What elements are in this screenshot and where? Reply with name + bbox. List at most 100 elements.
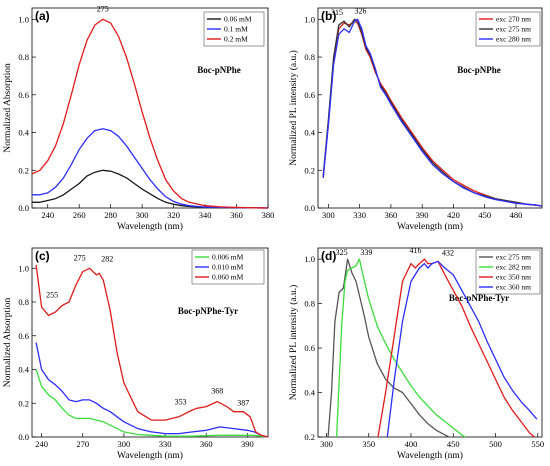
y-tick-label: 0.6 — [304, 90, 315, 100]
x-tick-label: 390 — [241, 439, 254, 449]
peak-annotation: 387 — [237, 399, 249, 408]
peak-annotation: 416 — [410, 246, 422, 255]
legend-entry: 0.1 mM — [224, 25, 248, 34]
legend-entry: 0.060 mM — [212, 273, 244, 282]
y-tick-label: 0.2 — [304, 165, 315, 175]
legend-entry: 0.06 mM — [224, 15, 252, 24]
x-tick-label: 480 — [510, 210, 523, 220]
y-axis-title: Normalized Absorption — [3, 63, 13, 153]
panel-letter: (d) — [321, 249, 336, 263]
legend-entry: exc 270 nm — [496, 15, 531, 24]
peak-annotation: 353 — [175, 397, 187, 406]
x-axis-title: Wavelength (nm) — [117, 221, 183, 232]
peak-annotation: 339 — [360, 248, 372, 257]
x-tick-label: 330 — [353, 210, 366, 220]
y-tick-label: 0.8 — [304, 52, 315, 62]
series-line-0-010-mm — [35, 342, 269, 438]
series-line-exc-275-nm — [322, 18, 543, 207]
series-line-0-06-mm — [32, 169, 269, 209]
x-tick-label: 500 — [489, 439, 502, 449]
sample-label: Boc-pNPhe-Tyr — [178, 306, 238, 316]
x-tick-label: 400 — [405, 439, 418, 449]
sample-label: Boc-pNPhe — [457, 65, 501, 75]
panel-letter: (a) — [35, 9, 50, 23]
peak-annotation: 325 — [336, 248, 348, 257]
legend-entry: exc 350 nm — [496, 273, 531, 282]
y-tick-label: 1.0 — [18, 14, 29, 24]
legend-entry: exc 360 nm — [496, 283, 531, 292]
peak-annotation: 315 — [331, 8, 343, 17]
legend-entry: exc 275 nm — [496, 253, 531, 262]
legend-entry: 0.2 mM — [224, 35, 248, 44]
y-tick-label: 1.0 — [304, 14, 315, 24]
plot-frame-c — [31, 247, 269, 438]
plot-frame-d — [317, 247, 543, 438]
x-tick-label: 300 — [136, 210, 149, 220]
legend-entry: 0.006 mM — [212, 253, 244, 262]
series-line-0-1-mm — [32, 128, 269, 209]
y-tick-label: 0.0 — [18, 203, 29, 213]
plot-frame-b — [317, 7, 543, 209]
x-tick-label: 330 — [159, 439, 172, 449]
x-tick-label: 450 — [447, 439, 460, 449]
y-tick-label: 0.6 — [18, 331, 29, 341]
peak-annotation: 368 — [211, 387, 223, 396]
series-line-exc-270-nm — [322, 20, 543, 207]
legend-entry: exc 282 nm — [496, 263, 531, 272]
y-tick-label: 1.0 — [304, 254, 315, 264]
x-tick-label: 300 — [118, 439, 131, 449]
peak-annotation: 255 — [46, 290, 58, 299]
series-line-0-060-mm — [35, 264, 269, 438]
y-axis-title: Normalized Absorption — [3, 298, 13, 388]
series-line-exc-282-nm — [335, 258, 466, 438]
sample-label: Boc-pNPhe-Tyr — [449, 293, 509, 303]
x-tick-label: 390 — [416, 210, 429, 220]
x-axis-title: Wavelength (nm) — [117, 450, 183, 461]
peak-annotation: 432 — [442, 248, 454, 257]
x-tick-label: 240 — [41, 210, 54, 220]
series-line-exc-350-nm — [377, 258, 535, 438]
x-axis-title: Wavelength (nm) — [397, 221, 463, 232]
x-tick-label: 380 — [262, 210, 275, 220]
y-tick-label: 0.2 — [304, 432, 315, 442]
y-tick-label: 1.0 — [18, 263, 29, 273]
x-tick-label: 300 — [322, 210, 335, 220]
y-tick-label: 0.6 — [304, 343, 315, 353]
plot-frame-a — [31, 7, 269, 209]
legend-entry: 0.010 mM — [212, 263, 244, 272]
x-tick-label: 360 — [385, 210, 398, 220]
series-line-0-2-mm — [31, 18, 269, 209]
legend-entry: exc 275 nm — [496, 25, 531, 34]
peak-annotation: 275 — [74, 253, 86, 262]
y-tick-label: 0.8 — [18, 297, 29, 307]
y-axis-title: Normalized PL intensity (a.u.) — [288, 285, 299, 400]
x-tick-label: 240 — [35, 439, 48, 449]
y-tick-label: 0.6 — [18, 90, 29, 100]
y-tick-label: 0.4 — [304, 388, 315, 398]
x-axis-title: Wavelength (nm) — [397, 450, 463, 461]
x-tick-label: 360 — [200, 439, 213, 449]
peak-annotation: 282 — [101, 254, 113, 263]
panel-letter: (c) — [35, 249, 50, 263]
y-tick-label: 0.0 — [304, 203, 315, 213]
x-tick-label: 420 — [447, 210, 460, 220]
y-tick-label: 0.4 — [18, 365, 29, 375]
peak-annotation: 275 — [97, 4, 109, 13]
y-tick-label: 0.4 — [304, 128, 315, 138]
x-tick-label: 270 — [76, 439, 89, 449]
x-tick-label: 280 — [104, 210, 117, 220]
y-tick-label: 0.2 — [18, 165, 29, 175]
x-tick-label: 450 — [478, 210, 491, 220]
x-tick-label: 320 — [167, 210, 180, 220]
legend-entry: exc 280 nm — [496, 35, 531, 44]
y-tick-label: 0.2 — [18, 398, 29, 408]
x-tick-label: 300 — [320, 439, 333, 449]
sample-label: Boc-pNPhe — [197, 65, 241, 75]
x-tick-label: 360 — [230, 210, 243, 220]
series-line-0-006-mm — [35, 369, 269, 438]
y-tick-label: 0.0 — [18, 432, 29, 442]
series-line-exc-275-nm — [327, 258, 450, 438]
y-axis-title: Normalized PL intensity (a.u.) — [288, 50, 299, 165]
x-tick-label: 260 — [73, 210, 86, 220]
